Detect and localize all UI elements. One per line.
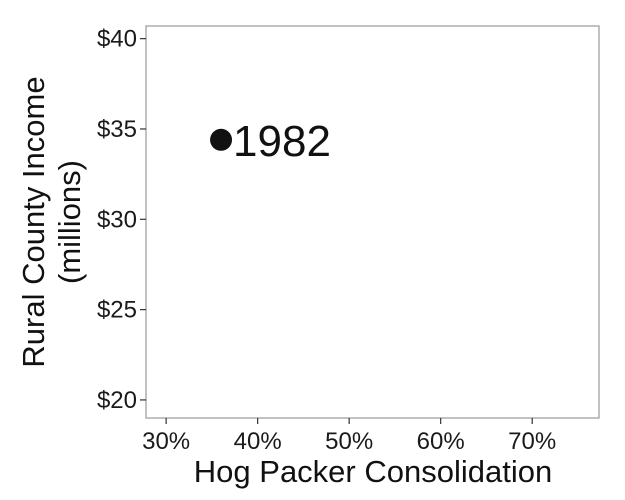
y-tick-label: $40 <box>97 26 137 53</box>
y-tick-label: $25 <box>97 297 137 324</box>
plot-panel <box>145 25 600 419</box>
x-tick-label: 30% <box>142 428 190 455</box>
y-axis: $20 $25 $30 $35 $40 <box>97 26 146 414</box>
data-point-label: 1982 <box>233 117 331 166</box>
x-tick-label: 50% <box>325 428 373 455</box>
y-axis-title: Rural County Income (millions) <box>16 76 87 367</box>
y-tick-label: $35 <box>97 116 137 143</box>
x-axis: 30% 40% 50% 60% 70% <box>142 418 556 455</box>
y-tick-label: $30 <box>97 206 137 233</box>
x-tick-label: 70% <box>508 428 556 455</box>
y-axis-title-line-2: (millions) <box>52 160 87 284</box>
x-axis-title: Hog Packer Consolidation <box>194 454 552 489</box>
y-axis-title-line-1: Rural County Income <box>16 76 51 367</box>
data-point <box>210 128 233 151</box>
x-tick-label: 40% <box>234 428 282 455</box>
x-tick-label: 60% <box>417 428 465 455</box>
data-points: 1982 <box>210 117 331 166</box>
y-tick-label: $20 <box>97 387 137 414</box>
